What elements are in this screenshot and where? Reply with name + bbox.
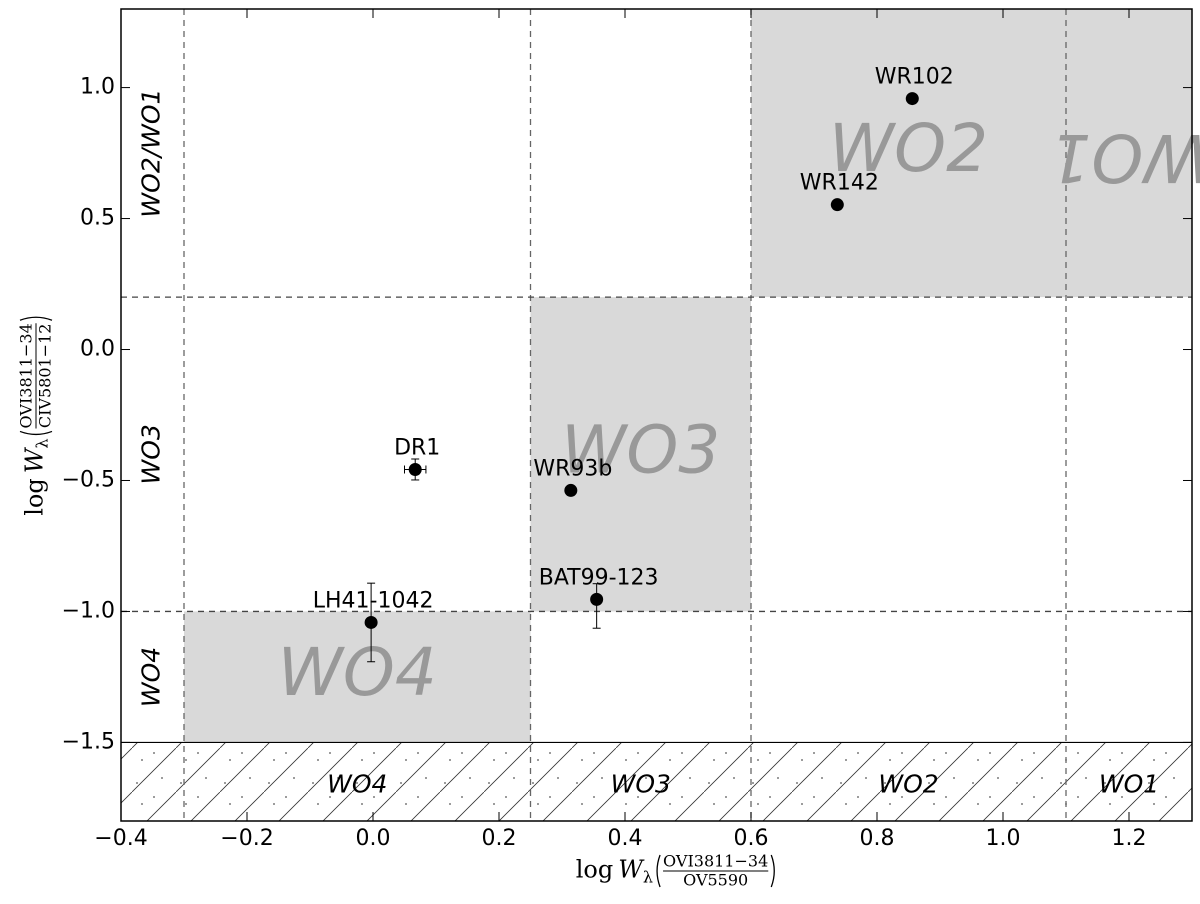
point [364,615,378,629]
x-tick-label: 0.6 [734,826,769,851]
point-label: DR1 [394,435,440,460]
x-tick-label: 0.8 [860,826,895,851]
x-tick-label: 1.2 [1112,826,1147,851]
class-label: WO3 [561,411,720,488]
axis-label-text: CIV5801−12 [36,324,55,429]
y-tick-label: 1.0 [80,75,115,100]
x-tick-label: 0.2 [482,826,517,851]
x-tick-label: −0.2 [220,826,273,851]
class-label: WO1 [1049,119,1200,196]
point [905,92,919,106]
class-region [1066,9,1192,298]
point-label: WR142 [800,171,879,196]
axis-label-text: OVI3811−34 [17,323,36,428]
axis-label-text: log [21,478,49,516]
class-label: WO2 [829,110,988,187]
axis-label-text: log [576,856,614,884]
y-tick-label: 0.5 [80,206,115,231]
axis-label-text: OV5590 [683,871,748,890]
axis-label-text: W [21,446,49,473]
axis-label-text: λ [33,438,52,448]
hatched-band [121,742,1192,821]
x-tick-label: 0.4 [608,826,643,851]
class-region [530,297,751,612]
side-label: WO3 [137,424,166,484]
band-label: WO4 [327,770,387,799]
y-tick-label: −1.0 [62,598,115,623]
paren [19,430,53,436]
band-label: WO2 [878,770,938,799]
x-tick-label: −0.4 [94,826,147,851]
class-label: WO4 [278,634,437,711]
class-region [751,9,1066,298]
x-tick-label: 0.0 [356,826,391,851]
point-label: WR93b [533,456,612,481]
y-tick-label: 0.0 [80,337,115,362]
axis-label-text: W [618,856,645,884]
point-label: WR102 [875,65,954,90]
point [408,462,422,476]
point [590,592,604,606]
point [830,198,844,212]
paren [19,316,53,321]
band-label: WO3 [611,770,671,799]
side-label: WO4 [137,647,166,707]
paren [770,854,775,888]
point [564,483,578,497]
point-label: BAT99-123 [539,565,659,590]
axis-label: log Wλ OVI3811−34 CIV5801−12 [17,316,55,516]
axis-label-text: OVI3811−34 [663,852,768,871]
point-label: LH41-1042 [313,588,434,613]
plot-frame [120,8,1193,822]
band-label: WO1 [1099,770,1159,799]
x-tick-label: 1.0 [986,826,1021,851]
y-tick-label: −1.5 [62,729,115,754]
class-region [184,611,531,743]
side-label: WO2/WO1 [137,89,166,218]
paren [656,854,661,888]
axis-label-text: λ [643,868,653,887]
y-tick-label: −0.5 [62,467,115,492]
